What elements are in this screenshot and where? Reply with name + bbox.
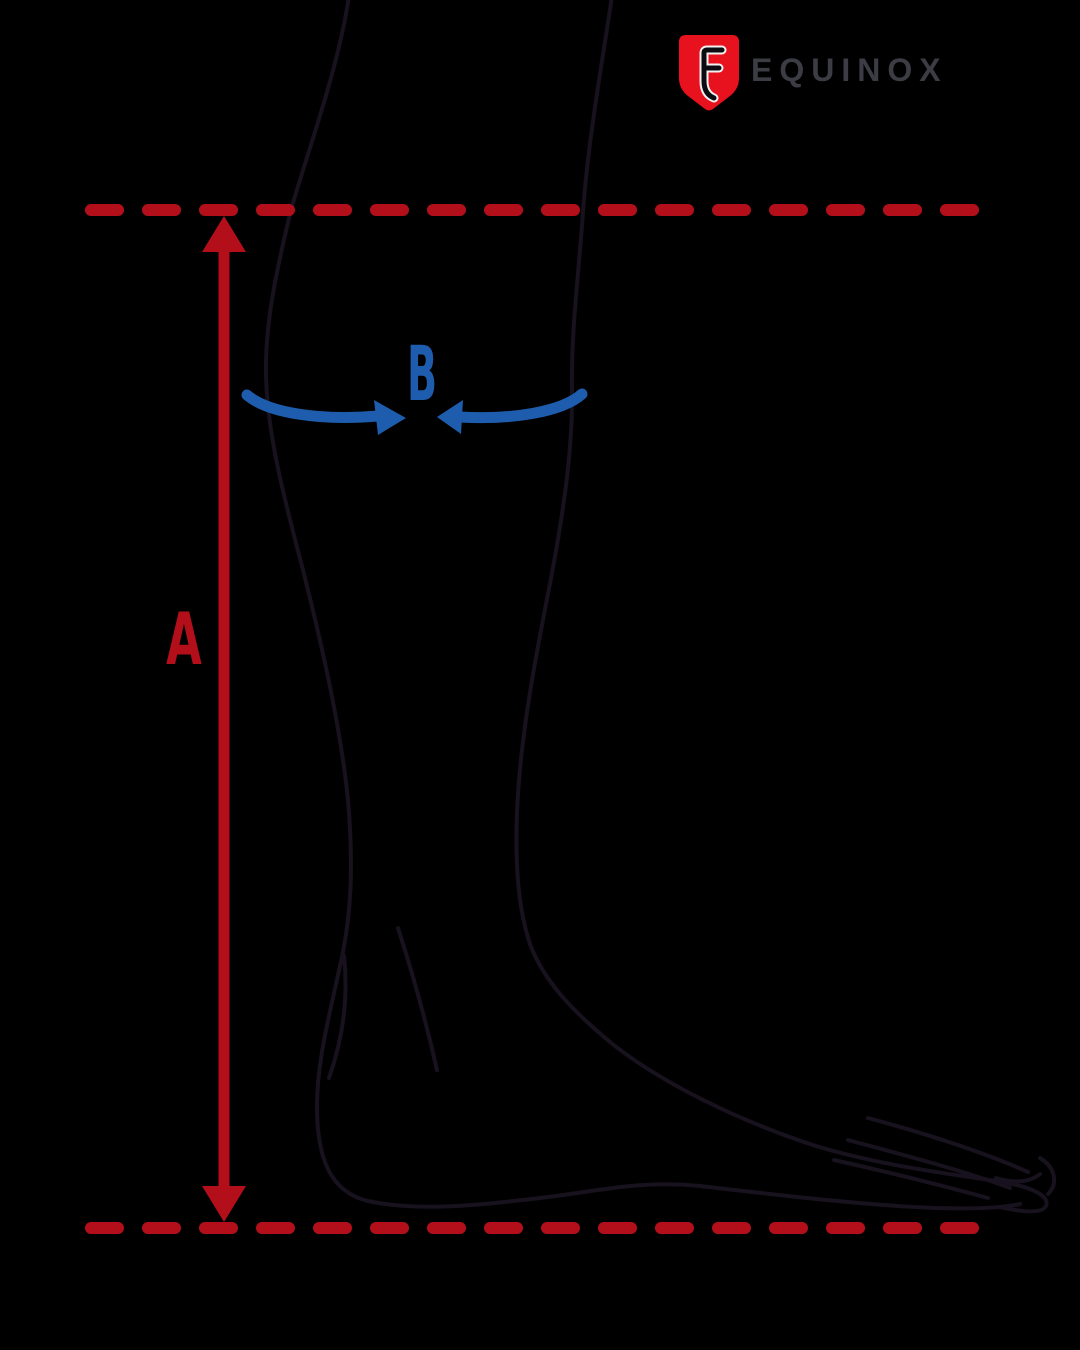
- leg-back-contour: [263, 0, 1022, 1211]
- measurement-a-label: A: [166, 598, 202, 681]
- circumference-left-pointing-head: [437, 400, 463, 434]
- shield-monogram-icon: [679, 35, 739, 111]
- leg-front-contour: [514, 0, 1049, 1214]
- heel-inner-line: [327, 954, 348, 1080]
- brand-name: EQUINOX: [751, 51, 948, 88]
- brand-logo: EQUINOX: [678, 34, 948, 112]
- circumference-right-arc: [454, 388, 588, 424]
- circumference-left-arc: [241, 389, 384, 423]
- height-measure-group: [85, 204, 985, 1234]
- vertical-arrow-down-head: [202, 1186, 246, 1222]
- foot-tendon-line: [846, 1138, 1012, 1190]
- ankle-crease-line: [396, 926, 439, 1072]
- vertical-arrow-up-head: [202, 216, 246, 252]
- foot-tendon-line: [832, 1158, 990, 1200]
- measurement-b-label: B: [407, 331, 437, 419]
- circumference-right-pointing-head: [374, 400, 406, 435]
- leg-silhouette: [263, 0, 1057, 1214]
- toe-curl-line: [1038, 1156, 1057, 1196]
- circumference-measure-group: [241, 388, 588, 424]
- toe-curl-line: [994, 1172, 1042, 1184]
- foot-tendon-line: [866, 1116, 1030, 1174]
